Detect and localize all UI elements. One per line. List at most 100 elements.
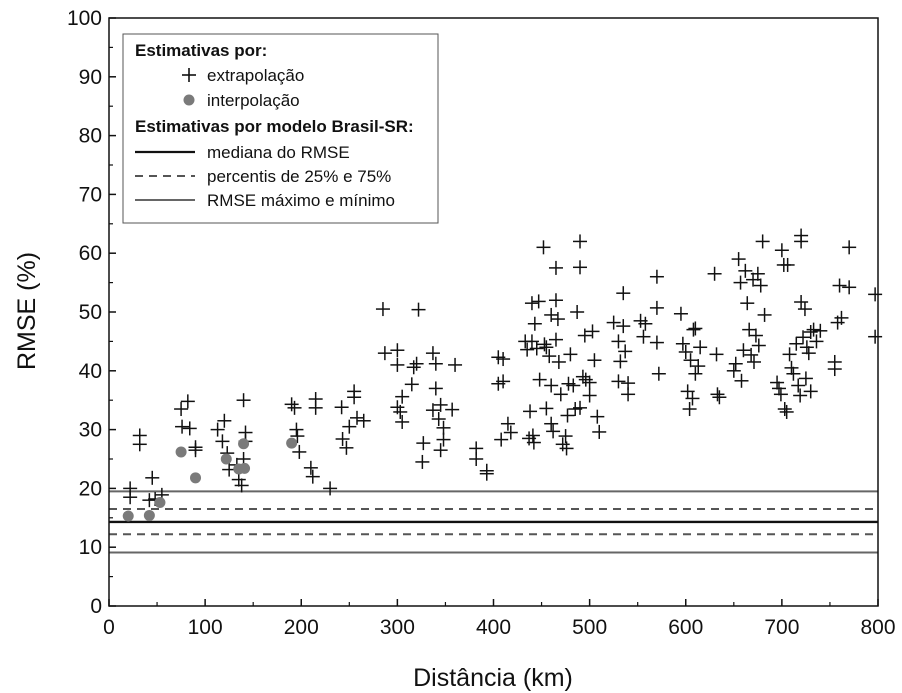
extrapolation-point: [799, 340, 814, 355]
extrapolation-point: [801, 346, 816, 361]
extrapolation-point: [712, 390, 727, 405]
extrapolation-point: [731, 252, 746, 267]
extrapolation-point: [606, 315, 621, 330]
extrapolation-point: [356, 413, 371, 428]
extrapolation-point: [234, 478, 249, 493]
extrapolation-point: [305, 469, 320, 484]
interpolation-point: [190, 472, 202, 484]
extrapolation-point: [548, 332, 563, 347]
extrapolation-point: [303, 460, 318, 475]
extrapolation-point: [347, 384, 362, 399]
extrapolation-point: [578, 372, 593, 387]
extrapolation-point: [757, 307, 772, 322]
extrapolation-point: [796, 330, 811, 345]
axes: 0 10 20 30 40 50 60 70 80 90 100 0 100 200 300 400 500 60…: [67, 7, 896, 639]
extrapolation-point: [590, 409, 605, 424]
extrapolation-point: [553, 387, 568, 402]
extrapolation-point: [415, 454, 430, 469]
extrapolation-point: [621, 387, 636, 402]
extrapolation-point: [289, 422, 304, 437]
extrapolation-point: [548, 293, 563, 308]
extrapolation-point: [753, 278, 768, 293]
extrapolation-point: [210, 422, 225, 437]
extrapolation-point: [544, 378, 559, 393]
extrapolation-point: [132, 437, 147, 452]
extrapolation-point: [707, 266, 722, 281]
extrapolation-point: [436, 432, 451, 447]
legend-median-label: mediana do RMSE: [207, 143, 350, 162]
extrapolation-point: [425, 403, 440, 418]
extrapolation-point: [188, 443, 203, 458]
extrapolation-point: [746, 354, 761, 369]
extrapolation-point: [683, 353, 698, 368]
extrapolation-point: [809, 334, 824, 349]
extrapolation-point: [750, 266, 765, 281]
x-tick-label: 100: [188, 616, 223, 639]
interpolation-point: [143, 509, 155, 521]
extrapolation-point: [560, 408, 575, 423]
extrapolation-point: [494, 432, 509, 447]
extrapolation-point: [559, 441, 574, 456]
extrapolation-point: [375, 302, 390, 317]
extrapolation-point: [613, 354, 628, 369]
extrapolation-point: [577, 328, 592, 343]
extrapolation-point: [686, 322, 701, 337]
extrapolation-point: [582, 388, 597, 403]
extrapolation-point: [539, 340, 554, 355]
extrapolation-point: [649, 335, 664, 350]
extrapolation-point: [555, 437, 570, 452]
extrapolation-point: [842, 240, 857, 255]
extrapolation-point: [832, 278, 847, 293]
extrapolation-point: [691, 359, 706, 374]
extrapolation-point: [682, 402, 697, 417]
extrapolation-point: [525, 428, 540, 443]
y-tick-label: 10: [79, 536, 102, 559]
interpolation-point: [239, 462, 251, 474]
y-tick-label: 100: [67, 7, 102, 30]
legend-interp-label: interpolação: [207, 91, 300, 110]
extrapolation-point: [777, 402, 792, 417]
extrapolation-point: [445, 402, 460, 417]
extrapolation-point: [175, 419, 190, 434]
extrapolation-point: [685, 391, 700, 406]
extrapolation-point: [544, 307, 559, 322]
extrapolation-point: [582, 375, 597, 390]
extrapolation-point: [537, 337, 552, 352]
extrapolation-point: [433, 397, 448, 412]
extrapolation-point: [350, 410, 365, 425]
extrapolation-point: [675, 336, 690, 351]
extrapolation-point: [542, 349, 557, 364]
extrapolation-point: [377, 346, 392, 361]
y-tick-label: 90: [79, 66, 102, 89]
extrapolation-point: [673, 306, 688, 321]
extrapolation-point: [651, 366, 666, 381]
extrapolation-point: [688, 321, 703, 336]
extrapolation-point: [688, 366, 703, 381]
extrapolation-point: [638, 316, 653, 331]
extrapolation-point: [616, 286, 631, 301]
extrapolation-point: [794, 295, 809, 310]
extrapolation-point: [500, 416, 515, 431]
extrapolation-point: [726, 363, 741, 378]
extrapolation-point: [496, 352, 511, 367]
extrapolation-point: [803, 384, 818, 399]
y-axis-title: RMSE (%): [13, 252, 41, 370]
extrapolation-point: [551, 354, 566, 369]
extrapolation-point: [142, 493, 157, 508]
extrapolation-point: [292, 444, 307, 459]
extrapolation-point: [728, 356, 743, 371]
extrapolation-point: [751, 338, 766, 353]
interpolation-point: [154, 497, 166, 509]
extrapolation-point: [791, 378, 806, 393]
interpolation-point: [175, 446, 187, 458]
extrapolation-point: [575, 369, 590, 384]
extrapolation-point: [180, 394, 195, 409]
extrapolation-point: [616, 319, 631, 334]
extrapolation-point: [145, 470, 160, 485]
extrapolation-point: [592, 424, 607, 439]
extrapolation-point: [744, 347, 759, 362]
x-tick-label: 0: [103, 616, 115, 639]
extrapolation-point: [523, 404, 538, 419]
legend-header-brasil-sr: Estimativas por modelo Brasil-SR:: [135, 117, 414, 136]
extrapolation-point: [448, 357, 463, 372]
